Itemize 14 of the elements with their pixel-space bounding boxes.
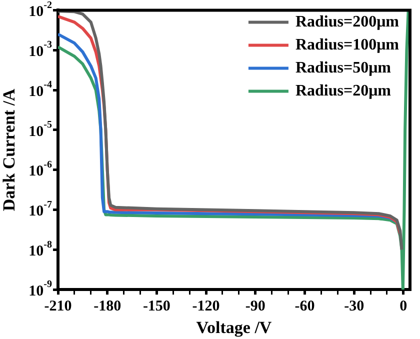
x-axis-title: Voltage /V — [196, 318, 272, 338]
x-tick-label: -210 — [44, 298, 72, 314]
x-tick-label: -150 — [142, 298, 170, 314]
legend-label: Radius=100μm — [295, 36, 400, 54]
x-tick-label: 0 — [400, 298, 408, 314]
legend-label: Radius=200μm — [295, 13, 400, 30]
legend-label: Radius=50μm — [295, 59, 392, 76]
x-tick-label: -90 — [245, 298, 266, 314]
legend-label: Radius=20μm — [295, 82, 392, 100]
x-tick-label: -120 — [192, 298, 220, 314]
y-axis-title: Dark Current /A — [0, 88, 19, 212]
x-tick-label: -30 — [344, 298, 364, 314]
x-tick-label: -180 — [94, 298, 122, 314]
x-tick-label: -60 — [294, 298, 315, 314]
